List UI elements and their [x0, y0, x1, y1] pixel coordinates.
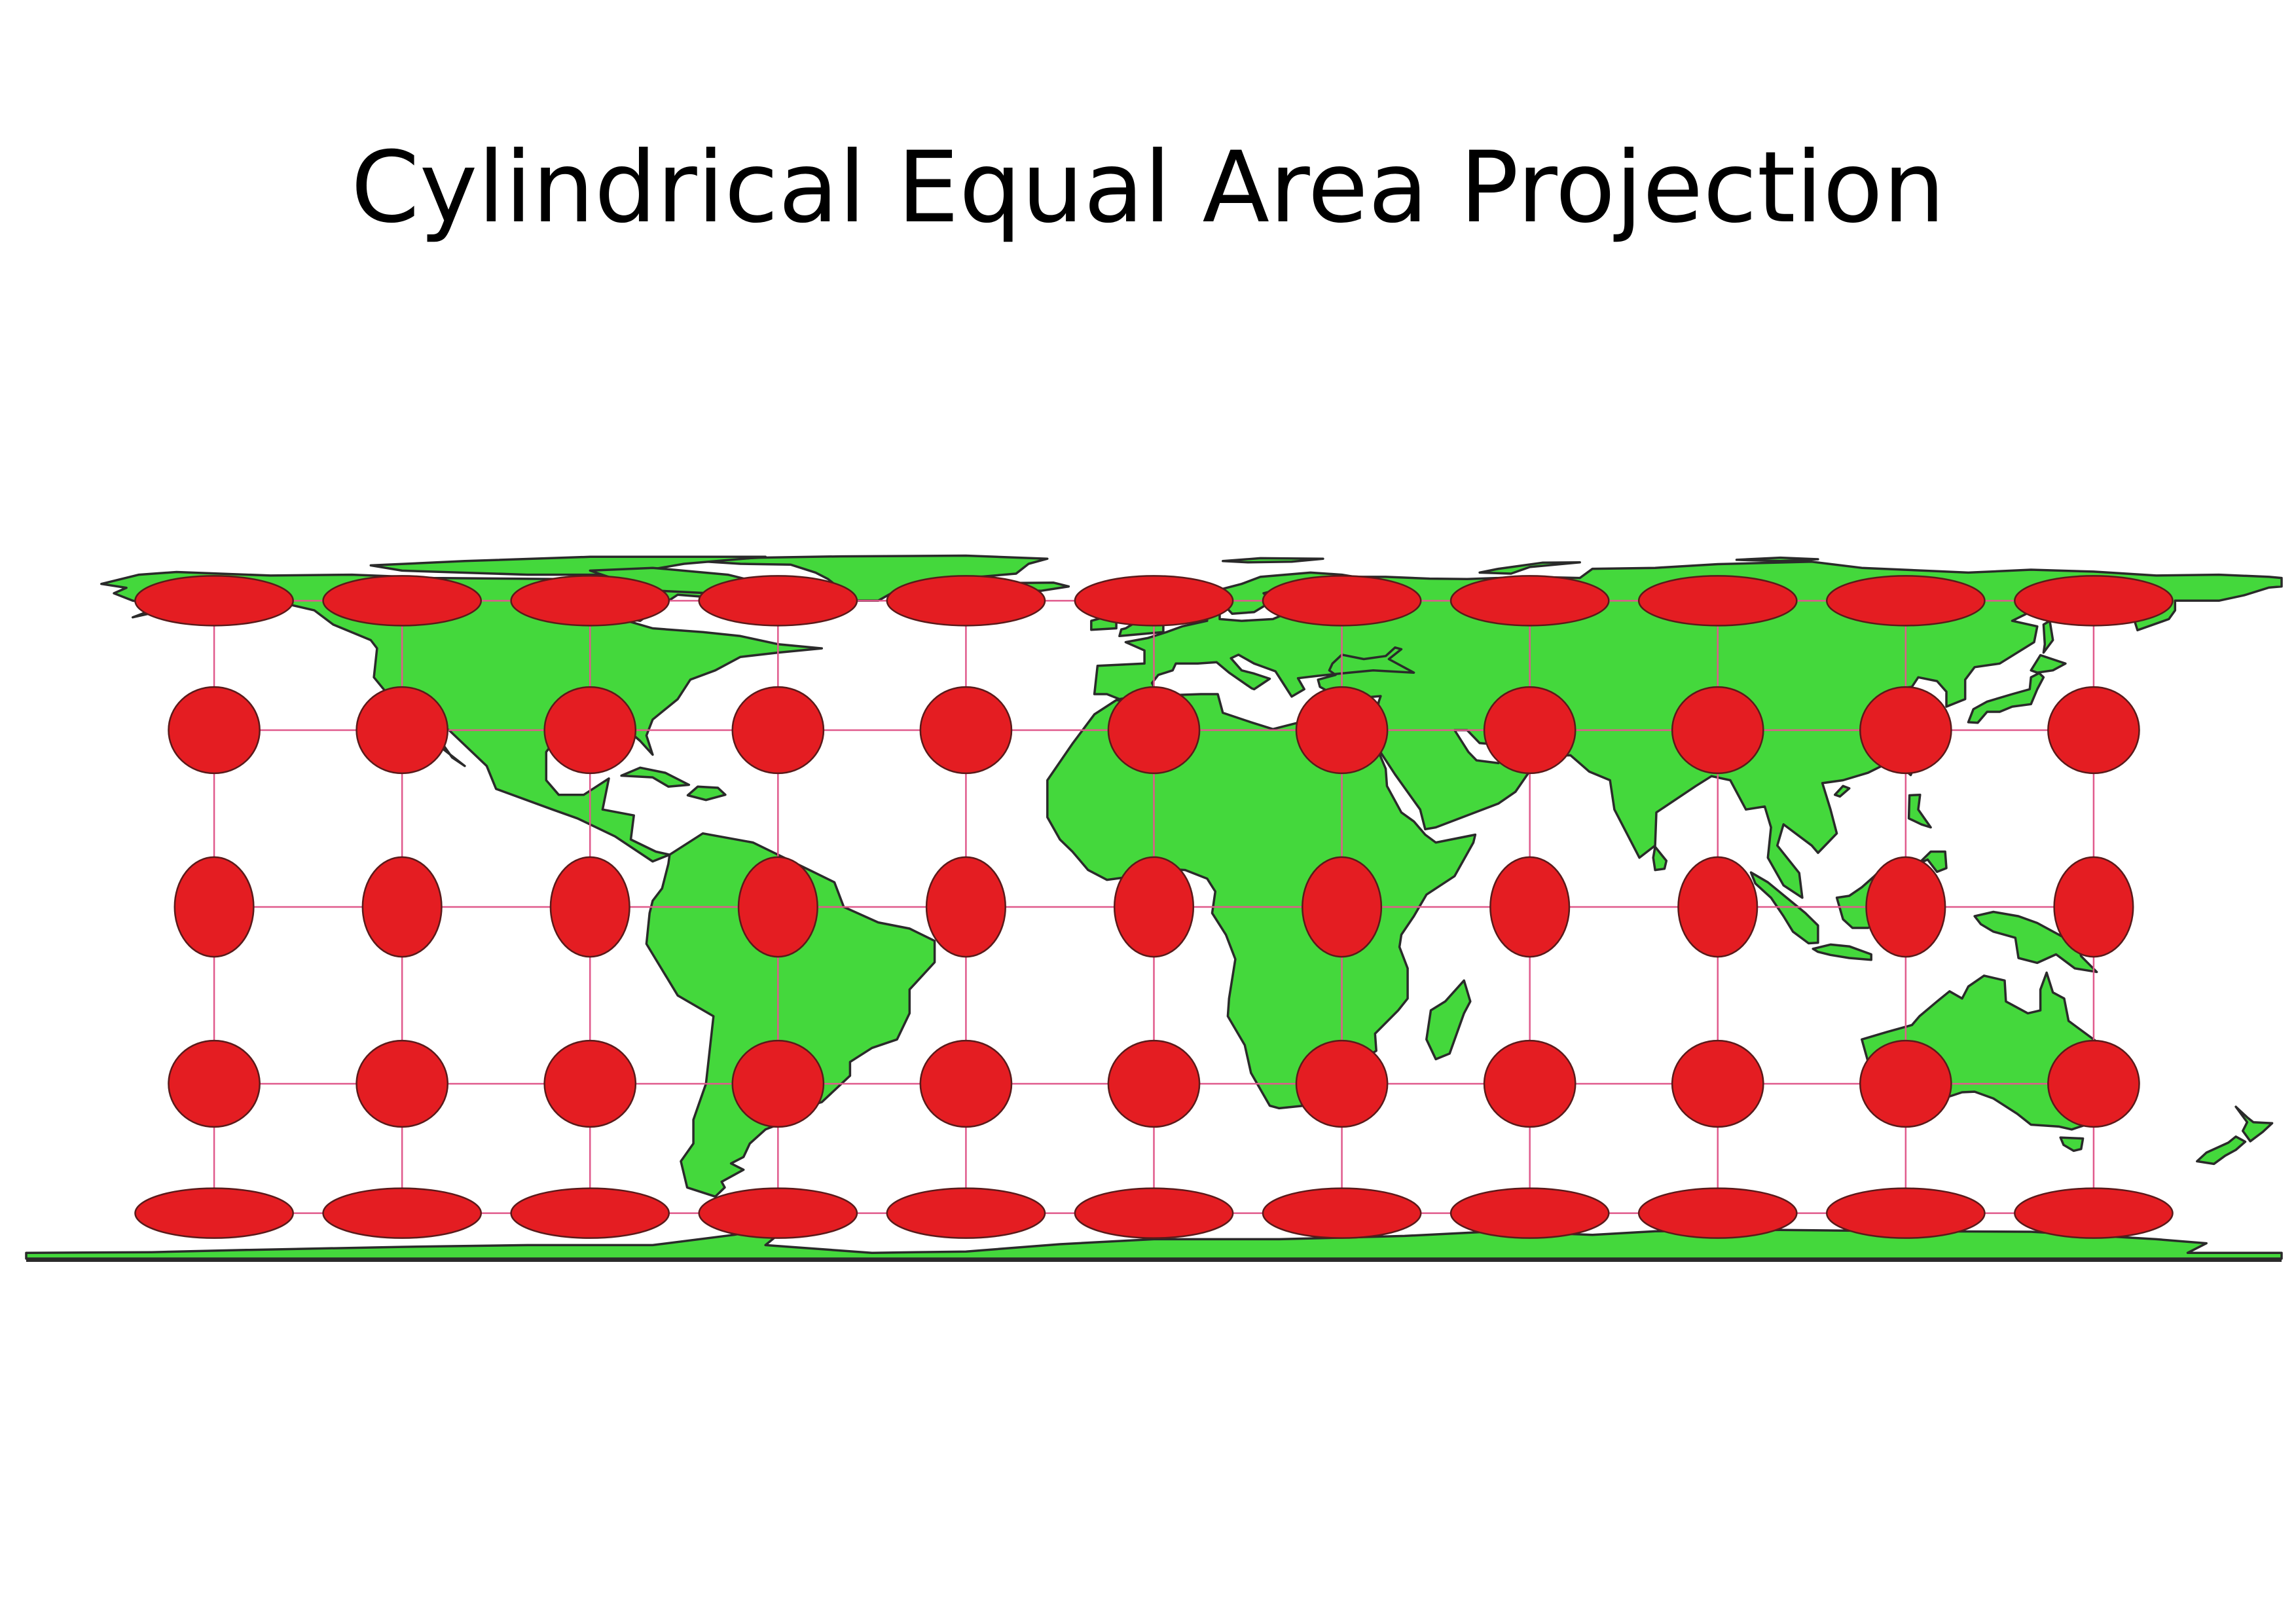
land-new-zealand-north [2234, 1105, 2274, 1143]
tissot-ellipse [173, 856, 255, 958]
tissot-ellipse [1449, 1187, 1610, 1239]
land-philippines-mindanao [1917, 850, 1948, 874]
tissot-ellipse [698, 575, 858, 627]
tissot-ellipse [886, 575, 1046, 627]
land-new-zealand-south [2196, 1135, 2247, 1166]
land-svalbard [1222, 557, 1324, 564]
land-new-guinea [1973, 910, 2098, 974]
tissot-indicatrix-layer [134, 575, 2174, 1239]
tissot-ellipse [2053, 856, 2134, 958]
tissot-ellipse [2047, 1039, 2140, 1128]
land-sakhalin [2042, 619, 2054, 654]
tissot-ellipse [1637, 575, 1798, 627]
tissot-ellipse [1295, 1039, 1389, 1128]
tissot-ellipse [886, 1187, 1046, 1239]
tissot-ellipse [1074, 1187, 1234, 1239]
land-tasmania [2059, 1136, 2085, 1153]
land-europe [1046, 561, 2283, 1110]
tissot-ellipse [1671, 686, 1764, 775]
land-novaya-zemlya [1478, 561, 1581, 575]
land-sri-lanka [1652, 845, 1668, 872]
land-sumatra [1749, 871, 1819, 945]
tissot-ellipse [925, 856, 1006, 958]
tissot-ellipse [543, 1039, 637, 1128]
tissot-ellipse [543, 686, 637, 775]
tissot-ellipse [698, 1187, 858, 1239]
map-title: Cylindrical Equal Area Projection [350, 131, 1946, 245]
tissot-ellipse [1107, 1039, 1201, 1128]
tissot-ellipse [322, 1187, 483, 1239]
land-cuba [620, 766, 691, 788]
tissot-ellipse [1262, 575, 1422, 627]
tissot-ellipse [1113, 856, 1195, 958]
tissot-ellipse [549, 856, 630, 958]
tissot-ellipse [168, 1039, 261, 1128]
tissot-ellipse [510, 1187, 670, 1239]
land-japan [1967, 672, 2045, 724]
tissot-ellipse [1449, 575, 1610, 627]
tissot-ellipse [168, 686, 261, 775]
tissot-ellipse [1107, 686, 1201, 775]
tissot-ellipse [361, 856, 443, 958]
tissot-ellipse [510, 575, 670, 627]
land-south-america [645, 832, 936, 1198]
tissot-ellipse [322, 575, 483, 627]
land-hokkaido [2030, 654, 2067, 674]
tissot-ellipse [737, 856, 818, 958]
land-philippines-luzon [1907, 793, 1932, 829]
land-arctic-islands [369, 555, 767, 576]
tissot-ellipse [1483, 686, 1576, 775]
tissot-ellipse [1302, 856, 1383, 958]
tissot-ellipse [919, 686, 1013, 775]
land-hispaniola [686, 785, 727, 802]
tissot-ellipse [1074, 575, 1234, 627]
tissot-ellipse [731, 686, 825, 775]
tissot-ellipse [1825, 575, 1986, 627]
tissot-ellipse [1859, 1039, 1952, 1128]
tissot-ellipse [1671, 1039, 1764, 1128]
tissot-ellipse [1483, 1039, 1576, 1128]
tissot-ellipse [1859, 686, 1952, 775]
tissot-ellipse [1489, 856, 1571, 958]
land-severnaya [1735, 556, 1819, 563]
tissot-ellipse [134, 575, 294, 627]
tissot-ellipse [1637, 1187, 1798, 1239]
tissot-ellipse [2047, 686, 2140, 775]
tissot-ellipse [2014, 1187, 2174, 1239]
tissot-ellipse [919, 1039, 1013, 1128]
tissot-ellipse [1677, 856, 1758, 958]
tissot-ellipse [1262, 1187, 1422, 1239]
tissot-ellipse [731, 1039, 825, 1128]
land-madagascar [1425, 979, 1472, 1061]
land-java [1812, 943, 1872, 961]
tissot-ellipse [1825, 1187, 1986, 1239]
tissot-ellipse [1295, 686, 1389, 775]
land-hainan [1833, 784, 1851, 798]
tissot-ellipse [355, 1039, 449, 1128]
tissot-ellipse [134, 1187, 294, 1239]
tissot-ellipse [1865, 856, 1946, 958]
tissot-ellipse [2014, 575, 2174, 627]
tissot-ellipse [355, 686, 449, 775]
